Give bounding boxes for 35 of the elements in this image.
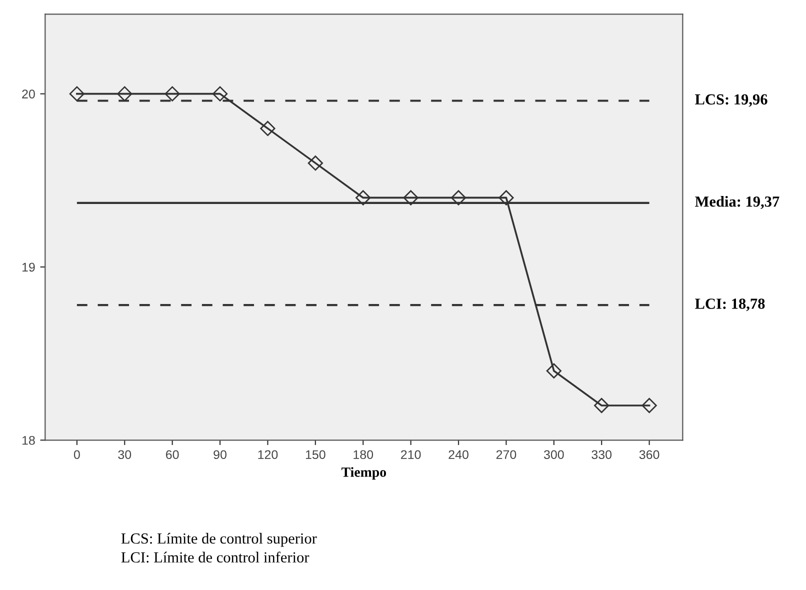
ref-line-label: Media: 19,37 xyxy=(695,196,780,209)
x-tick-label: 0 xyxy=(74,450,80,460)
point xyxy=(642,398,657,414)
x-tick-label: 150 xyxy=(306,450,326,460)
y-tick-label: 20 xyxy=(22,90,35,98)
x-tick-label: 240 xyxy=(448,450,468,460)
text: LCS: Límite de control superior xyxy=(121,532,317,547)
point xyxy=(260,120,276,136)
x-tick-label: 180 xyxy=(354,450,374,460)
x-tick-label: 300 xyxy=(544,450,564,460)
x-tick-label: 90 xyxy=(214,450,226,460)
x-axis-title: Tiempo xyxy=(341,467,386,480)
x-tick-label: 330 xyxy=(592,450,612,460)
x-tick-label: 270 xyxy=(496,450,516,460)
point xyxy=(546,363,562,378)
ref-line-label: LCI: 18,78 xyxy=(695,298,765,312)
point xyxy=(450,190,466,206)
y-tick-label: 18 xyxy=(22,436,35,445)
point xyxy=(69,86,85,102)
point xyxy=(594,398,610,414)
point xyxy=(356,190,371,206)
x-tick-label: 30 xyxy=(118,450,132,460)
point xyxy=(498,190,514,206)
point xyxy=(308,156,323,171)
x-tick-label: 60 xyxy=(166,450,179,460)
point xyxy=(212,86,228,102)
text: LCI: Límite de control inferior xyxy=(121,552,310,563)
point xyxy=(164,86,180,102)
x-tick-label: 360 xyxy=(639,450,660,460)
x-tick-label: 210 xyxy=(401,450,421,460)
ref-line-label: LCS: 19,96 xyxy=(695,94,768,107)
point xyxy=(403,190,418,206)
x-tick-label: 120 xyxy=(258,450,278,460)
point xyxy=(117,86,132,102)
y-tick-label: 19 xyxy=(22,262,35,272)
